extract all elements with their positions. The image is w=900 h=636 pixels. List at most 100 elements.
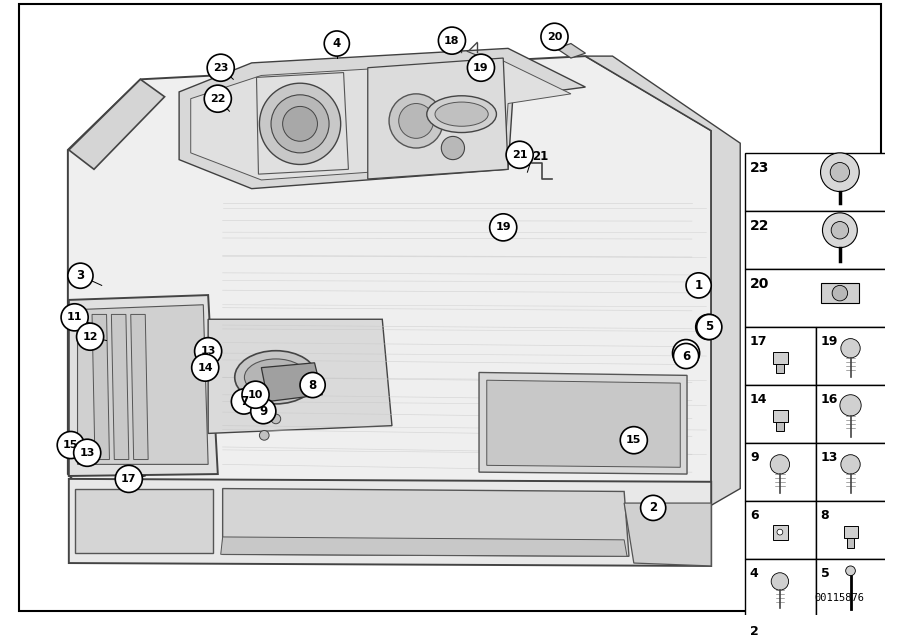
FancyBboxPatch shape: [773, 410, 788, 422]
FancyBboxPatch shape: [745, 501, 815, 559]
Polygon shape: [68, 56, 711, 561]
Polygon shape: [835, 632, 878, 636]
Polygon shape: [191, 61, 571, 180]
Circle shape: [194, 338, 221, 364]
Text: 00115876: 00115876: [814, 593, 864, 603]
Circle shape: [821, 153, 860, 191]
FancyBboxPatch shape: [745, 559, 815, 617]
Circle shape: [231, 389, 256, 414]
Text: 20: 20: [750, 277, 770, 291]
Text: 6: 6: [682, 350, 690, 363]
Text: 23: 23: [213, 63, 229, 73]
Polygon shape: [75, 488, 213, 553]
Circle shape: [541, 24, 568, 50]
Polygon shape: [208, 319, 392, 433]
Polygon shape: [487, 380, 680, 467]
Text: 7: 7: [240, 395, 248, 408]
Circle shape: [192, 354, 219, 381]
Circle shape: [305, 382, 315, 392]
Circle shape: [770, 455, 789, 474]
Polygon shape: [68, 80, 165, 169]
Text: 19: 19: [821, 335, 838, 348]
Ellipse shape: [245, 359, 307, 396]
Text: 20: 20: [547, 32, 562, 42]
Circle shape: [490, 214, 517, 241]
Polygon shape: [179, 48, 585, 189]
Polygon shape: [68, 295, 218, 476]
FancyBboxPatch shape: [745, 269, 886, 327]
Circle shape: [777, 529, 783, 535]
Circle shape: [841, 455, 860, 474]
Circle shape: [259, 83, 341, 165]
FancyBboxPatch shape: [745, 617, 815, 636]
Ellipse shape: [235, 350, 317, 404]
Text: 19: 19: [473, 63, 489, 73]
Text: 13: 13: [79, 448, 94, 458]
Text: 22: 22: [210, 93, 226, 104]
Circle shape: [841, 338, 860, 358]
Text: 14: 14: [750, 393, 768, 406]
Text: 4: 4: [333, 37, 341, 50]
FancyBboxPatch shape: [844, 527, 859, 538]
Circle shape: [506, 141, 533, 169]
Circle shape: [242, 381, 269, 408]
Circle shape: [672, 340, 699, 367]
Polygon shape: [368, 58, 508, 179]
FancyBboxPatch shape: [815, 617, 886, 636]
Circle shape: [271, 414, 281, 424]
Circle shape: [252, 411, 261, 421]
Text: 6: 6: [682, 347, 690, 359]
Circle shape: [830, 163, 850, 182]
Text: 6: 6: [750, 509, 759, 522]
Text: 23: 23: [750, 161, 770, 175]
Circle shape: [697, 314, 722, 340]
Text: 4: 4: [750, 567, 759, 580]
FancyBboxPatch shape: [773, 352, 788, 364]
Circle shape: [76, 323, 104, 350]
FancyBboxPatch shape: [745, 153, 886, 211]
Text: 8: 8: [821, 509, 829, 522]
Text: 15: 15: [626, 435, 642, 445]
Text: 10: 10: [248, 390, 263, 399]
Circle shape: [74, 439, 101, 466]
Text: 5: 5: [704, 321, 713, 333]
Polygon shape: [92, 314, 110, 460]
FancyBboxPatch shape: [815, 443, 886, 501]
Circle shape: [204, 85, 231, 112]
Text: 3: 3: [76, 269, 85, 282]
Text: 5: 5: [706, 321, 714, 333]
Circle shape: [399, 104, 434, 139]
Polygon shape: [112, 314, 129, 460]
FancyBboxPatch shape: [19, 4, 881, 611]
Circle shape: [58, 431, 85, 459]
Text: 19: 19: [495, 223, 511, 232]
Circle shape: [771, 573, 788, 590]
Circle shape: [61, 304, 88, 331]
Polygon shape: [77, 305, 208, 464]
FancyBboxPatch shape: [745, 443, 815, 501]
Polygon shape: [261, 363, 322, 401]
Ellipse shape: [427, 96, 497, 132]
Polygon shape: [222, 488, 629, 556]
FancyBboxPatch shape: [815, 327, 886, 385]
Polygon shape: [556, 43, 585, 58]
Circle shape: [271, 95, 329, 153]
Text: 16: 16: [821, 393, 838, 406]
Text: 2: 2: [750, 625, 759, 636]
Circle shape: [251, 399, 276, 424]
Text: 15: 15: [63, 440, 78, 450]
Circle shape: [840, 395, 861, 416]
Circle shape: [68, 263, 93, 288]
Circle shape: [259, 431, 269, 440]
Circle shape: [641, 495, 666, 520]
Circle shape: [441, 136, 464, 160]
Text: 18: 18: [445, 36, 460, 46]
Text: 1: 1: [695, 279, 703, 292]
Polygon shape: [130, 314, 148, 460]
Text: 22: 22: [750, 219, 770, 233]
Text: 8: 8: [309, 378, 317, 392]
Circle shape: [283, 106, 318, 141]
Polygon shape: [585, 56, 740, 561]
Polygon shape: [68, 479, 711, 566]
Text: 21: 21: [512, 150, 527, 160]
